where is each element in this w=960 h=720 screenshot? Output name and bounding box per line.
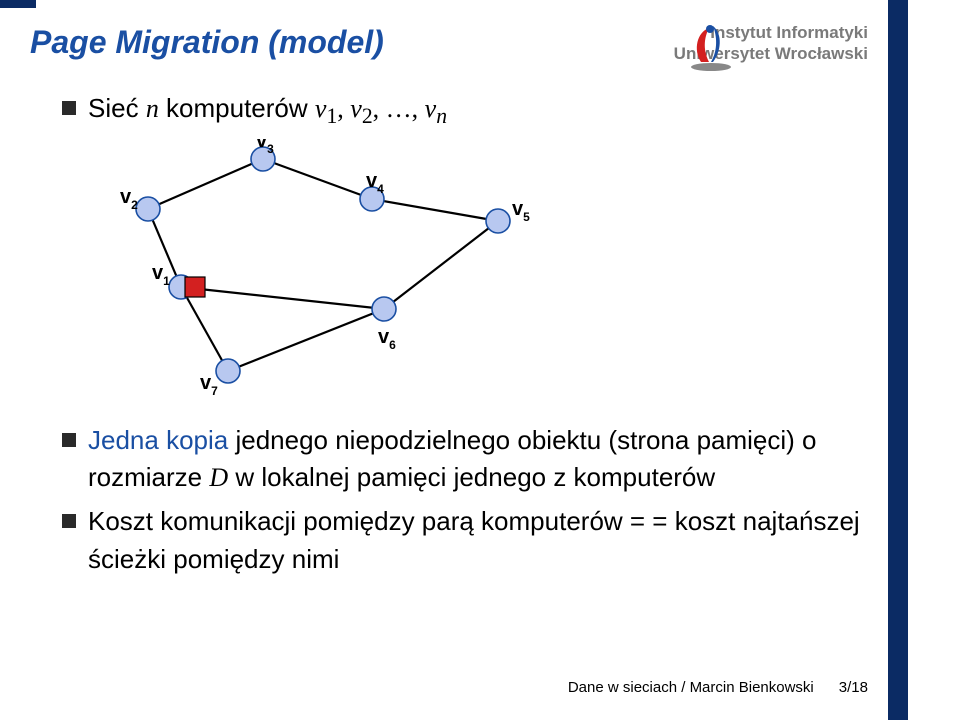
content-area: Sieć n komputerów v1, v2, …, vn v1v2v3v4…	[62, 90, 868, 584]
decor-right-bar	[888, 0, 908, 720]
footer-text: Dane w sieciach / Marcin Bienkowski	[568, 679, 814, 696]
graph-edge	[263, 159, 372, 199]
graph-node-v2	[136, 197, 160, 221]
graph-label-v2: v2	[120, 186, 138, 212]
graph-object-marker	[185, 277, 205, 297]
graph-label-v5: v5	[512, 198, 530, 224]
b2-end: w lokalnej pamięci jednego z komputerów	[228, 462, 715, 492]
logo-red-swoosh	[697, 28, 709, 62]
graph-label-v7: v7	[200, 372, 218, 398]
graph-edge	[384, 221, 498, 309]
b1-math-vlist: v1, v2, …, vn	[315, 94, 447, 123]
b1-n: n	[146, 94, 159, 123]
graph-svg: v1v2v3v4v5v6v7	[108, 139, 538, 399]
slide-footer: Dane w sieciach / Marcin Bienkowski 3/18	[568, 679, 868, 696]
bullet-marker	[62, 433, 76, 447]
bullet-marker	[62, 101, 76, 115]
graph-edge	[181, 287, 228, 371]
graph-node-v6	[372, 297, 396, 321]
decor-top-bar	[0, 0, 36, 8]
bullet-2-text: Jedna kopia jednego niepodzielnego obiek…	[88, 422, 868, 497]
page-title: Page Migration (model)	[30, 24, 384, 61]
graph-label-v1: v1	[152, 262, 170, 288]
bullet-1: Sieć n komputerów v1, v2, …, vn	[62, 90, 868, 133]
logo-dot	[706, 25, 714, 33]
footer-page: 3/18	[839, 679, 868, 696]
bullet-3-text: Koszt komunikacji pomiędzy parą komputer…	[88, 503, 868, 578]
b1-mid: komputerów	[159, 93, 315, 123]
b2-lead: Jedna kopia	[88, 425, 228, 455]
b1-math-n: n	[146, 94, 159, 123]
bullet-3: Koszt komunikacji pomiędzy parą komputer…	[62, 503, 868, 578]
graph-edge	[228, 309, 384, 371]
bullet-2: Jedna kopia jednego niepodzielnego obiek…	[62, 422, 868, 497]
graph-edge	[181, 287, 384, 309]
graph-node-v7	[216, 359, 240, 383]
logo-shadow	[691, 63, 731, 71]
network-graph: v1v2v3v4v5v6v7	[108, 139, 868, 404]
slide-root: Page Migration (model) Instytut Informat…	[0, 0, 960, 720]
graph-edge	[372, 199, 498, 221]
graph-edge	[148, 159, 263, 209]
graph-label-v6: v6	[378, 326, 396, 352]
bullet-marker	[62, 514, 76, 528]
b2-D: D	[209, 463, 228, 492]
b1-prefix: Sieć	[88, 93, 146, 123]
b2-D-i: D	[209, 463, 228, 492]
bullet-1-text: Sieć n komputerów v1, v2, …, vn	[88, 90, 447, 133]
graph-node-v5	[486, 209, 510, 233]
university-logo	[687, 22, 735, 72]
